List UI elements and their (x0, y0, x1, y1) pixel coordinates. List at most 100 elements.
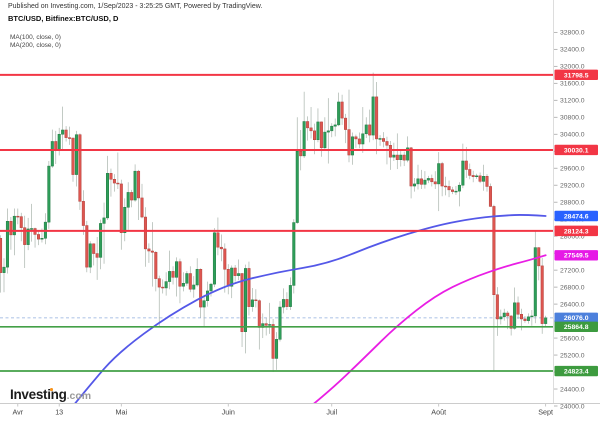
date-tick-label: Avr (12, 408, 23, 417)
candle-down (71, 137, 75, 175)
candle-up (526, 316, 530, 321)
candle-down (78, 134, 82, 202)
candle-up (40, 238, 44, 240)
price-tick-label: 25200.0 (560, 352, 585, 359)
candle-down (226, 269, 230, 287)
candle-up (413, 183, 417, 187)
candle-down (285, 299, 289, 307)
date-tick-label: Juin (222, 408, 235, 417)
date-tick-label: 13 (55, 408, 63, 417)
candle-down (188, 273, 192, 290)
candles-layer (0, 72, 548, 373)
candle-down (419, 178, 423, 185)
candle-up (333, 124, 337, 127)
support-price-badge-label: 25864.8 (564, 324, 589, 331)
candle-down (178, 261, 182, 287)
price-tick-label: 24000.0 (560, 403, 585, 410)
price-tick-label: 26800.0 (560, 284, 585, 291)
candle-down (340, 101, 344, 119)
candle-down (375, 96, 379, 140)
price-tick-label: 29200.0 (560, 182, 585, 189)
candle-down (354, 136, 358, 140)
price-tick-label: 28000.0 (560, 233, 585, 240)
candle-down (299, 150, 303, 157)
candle-up (12, 215, 16, 236)
candle-up (102, 217, 106, 224)
price-tick-label: 24400.0 (560, 386, 585, 393)
candle-down (95, 253, 99, 258)
candle-up (530, 315, 534, 318)
ma100-line[interactable] (73, 214, 547, 406)
candle-up (99, 223, 103, 258)
resistance-price-badge (554, 144, 598, 156)
last-price-badge-label: 26076.0 (564, 315, 589, 322)
candle-up (47, 165, 51, 223)
time-axis[interactable]: Avr 13 Mai Juin Juil Août Sept (12, 404, 553, 417)
candle-down (37, 234, 40, 240)
candle-down (130, 192, 134, 201)
candle-up (195, 269, 199, 286)
candle-up (88, 243, 92, 268)
candle-down (492, 206, 496, 295)
price-tick-label: 30400.0 (560, 132, 585, 139)
candle-up (30, 228, 34, 230)
candle-down (495, 294, 499, 320)
candle-down (309, 127, 313, 132)
candle-down (81, 201, 85, 226)
ma200-value-badge-label: 27549.5 (564, 253, 589, 260)
candle-up (230, 267, 234, 287)
candle-up (416, 178, 420, 185)
candle-up (544, 317, 548, 324)
candle-down (157, 278, 161, 288)
candle-up (50, 141, 54, 167)
candle-up (513, 302, 517, 329)
candle-up (5, 221, 9, 268)
ma200-value-badge (554, 250, 598, 261)
price-badges: 31798.5 30030.1 28474.6 28124.3 27549.5 26076… (554, 69, 598, 377)
candle-down (143, 216, 147, 250)
candle-up (268, 324, 272, 326)
candle-up (457, 184, 461, 192)
candle-down (306, 121, 310, 129)
candle-down (112, 178, 116, 184)
candle-up (61, 129, 65, 135)
candle-down (150, 250, 154, 253)
candle-up (337, 101, 341, 126)
candle-down (16, 215, 20, 218)
candle-down (444, 185, 448, 188)
candle-down (468, 169, 472, 176)
candle-down (357, 138, 361, 145)
candle-up (244, 268, 247, 332)
candle-up (278, 306, 282, 340)
candle-up (316, 121, 320, 141)
support-price-badge-label: 24823.4 (564, 368, 589, 375)
candle-down (154, 252, 158, 279)
candle-up (326, 130, 330, 133)
candle-down (385, 141, 389, 146)
candle-down (85, 225, 89, 268)
candle-up (502, 312, 506, 318)
candle-down (240, 273, 244, 332)
ma200-line[interactable] (311, 254, 547, 406)
candle-down (430, 178, 434, 183)
candle-down (147, 248, 151, 252)
candle-down (219, 246, 223, 250)
candle-up (281, 299, 285, 308)
candle-up (295, 150, 299, 223)
date-tick-label: Juil (326, 408, 337, 417)
candle-up (57, 133, 61, 151)
candle-down (23, 227, 27, 245)
candle-down (516, 302, 520, 315)
candle-down (433, 181, 437, 185)
candle-down (523, 318, 527, 321)
candle-down (233, 267, 237, 276)
candle-up (212, 232, 216, 285)
candle-down (137, 170, 141, 199)
candle-up (423, 179, 427, 185)
price-tick-label: 26400.0 (560, 301, 585, 308)
candle-up (192, 284, 196, 290)
candle-down (119, 183, 123, 234)
